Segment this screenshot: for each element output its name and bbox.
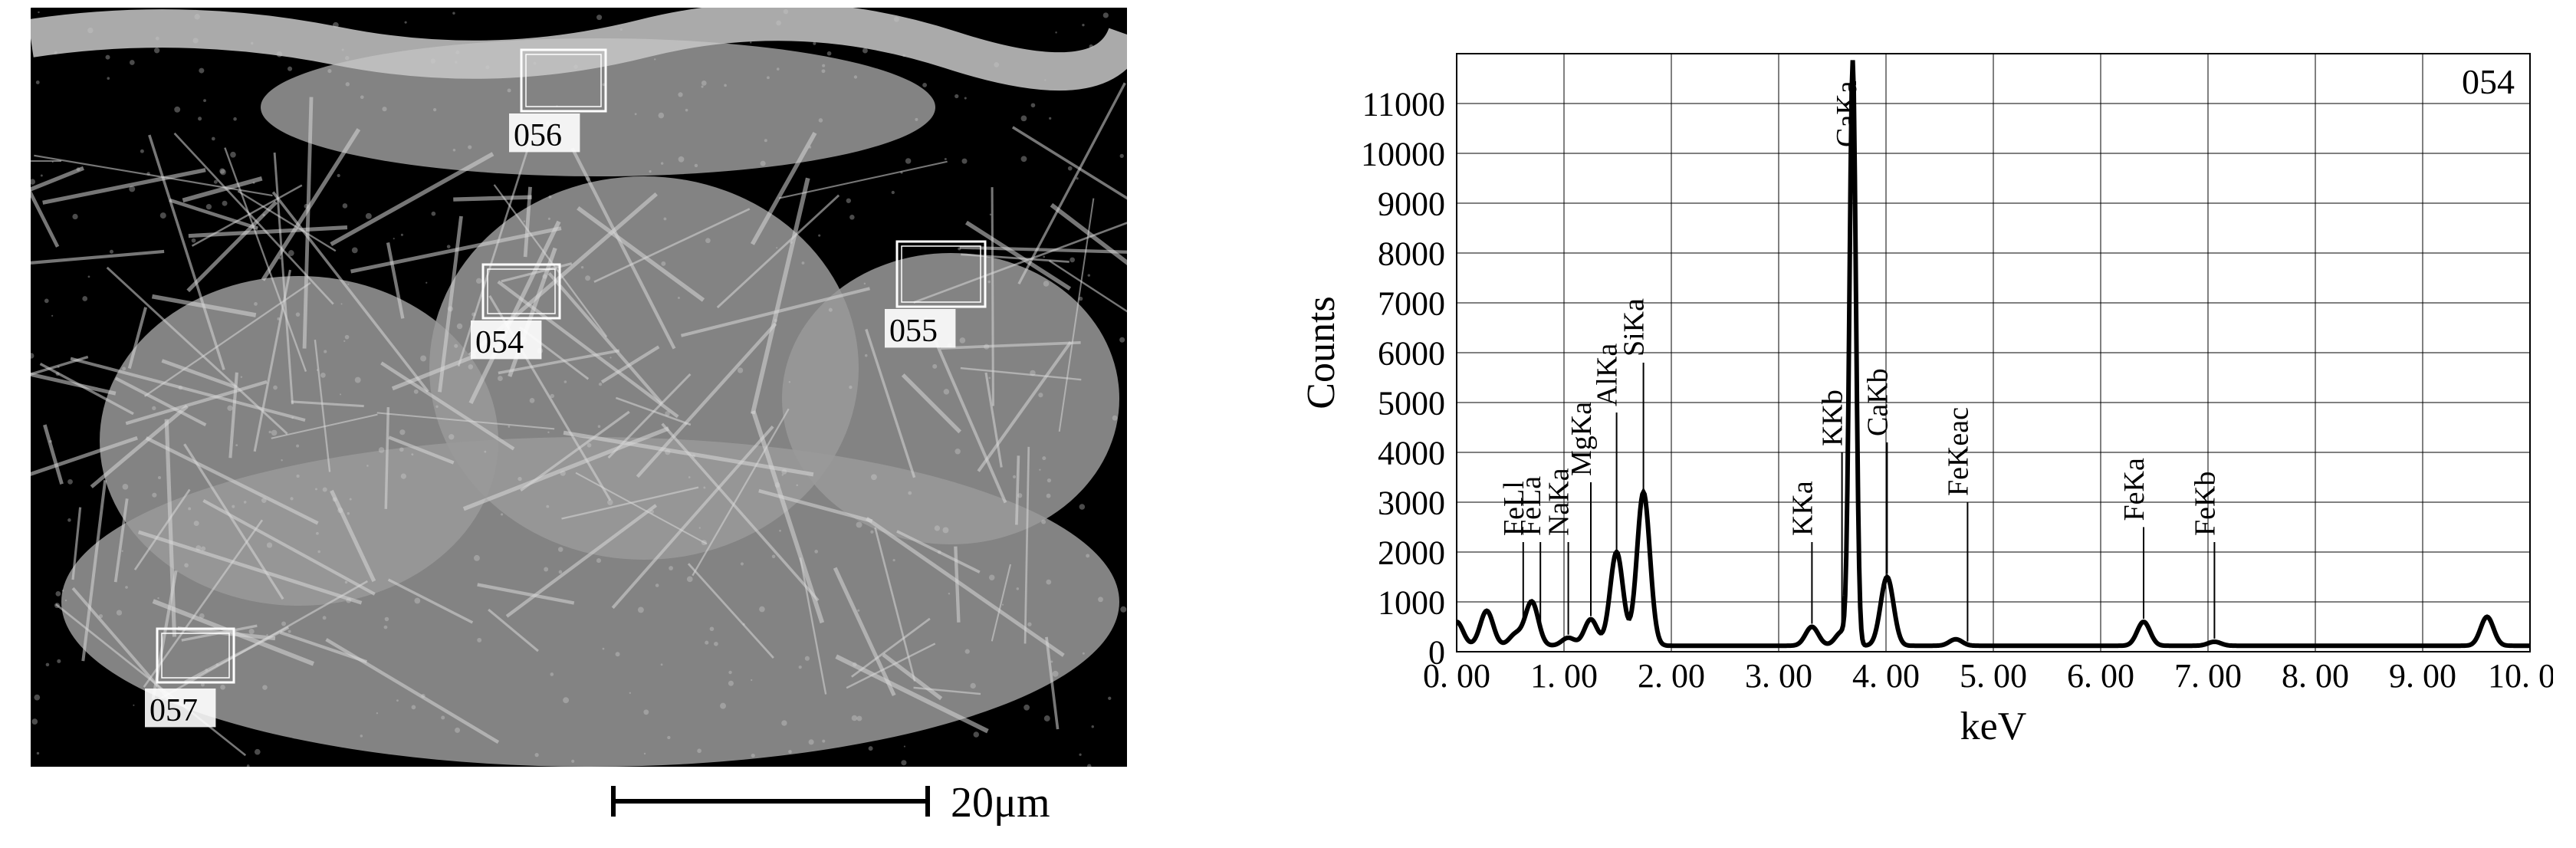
peak-label: MgKa [1566,402,1598,476]
x-tick-label: 1. 00 [1530,657,1598,695]
peak-label: FeKa [2118,458,2150,521]
y-tick-label: 6000 [1378,334,1445,372]
x-tick-label: 2. 00 [1638,657,1705,695]
y-tick-label: 9000 [1378,185,1445,222]
x-axis-label: keV [1960,705,2027,748]
x-tick-label: 6. 00 [2067,657,2134,695]
x-tick-label: 9. 00 [2389,657,2456,695]
y-tick-label: 3000 [1378,484,1445,521]
peak-label: NaKa [1543,468,1576,536]
x-tick-label: 4. 00 [1852,657,1920,695]
x-tick-label: 3. 00 [1745,657,1812,695]
y-tick-label: 10000 [1361,135,1445,173]
y-tick-label: 7000 [1378,284,1445,322]
spectrum-id-label: 054 [2462,62,2515,101]
peak-label: KKb [1817,389,1849,446]
x-tick-label: 8. 00 [2282,657,2349,695]
peak-label: KKa [1786,481,1819,536]
x-tick-label: 0. 00 [1423,657,1490,695]
peak-label: FeKeac [1942,407,1974,496]
y-axis-label: Counts [1300,296,1343,409]
y-tick-label: 1000 [1378,583,1445,621]
roi-label: 056 [514,118,562,153]
y-tick-label: 4000 [1378,434,1445,472]
peak-label: CaKa [1831,81,1863,147]
y-tick-label: 5000 [1378,384,1445,422]
y-tick-label: 11000 [1362,85,1445,123]
roi-label: 055 [889,314,938,349]
x-tick-label: 5. 00 [1960,657,2027,695]
y-tick-label: 8000 [1378,235,1445,272]
eds-spectrum-panel: 0100020003000400050006000700080009000100… [1296,46,2553,836]
roi-label: 057 [150,693,198,728]
peak-label: FeKb [2189,472,2221,536]
y-tick-label: 2000 [1378,534,1445,571]
sem-micrograph-panel: 056 054 055 057 20μm [31,8,1127,828]
peak-label: CaKb [1861,368,1894,436]
peak-label: SiKa [1618,298,1651,357]
scalebar-label: 20μm [951,779,1050,827]
x-tick-label: 7. 00 [2174,657,2242,695]
x-tick-label: 10. 00 [2488,657,2553,695]
roi-label: 054 [475,325,524,360]
